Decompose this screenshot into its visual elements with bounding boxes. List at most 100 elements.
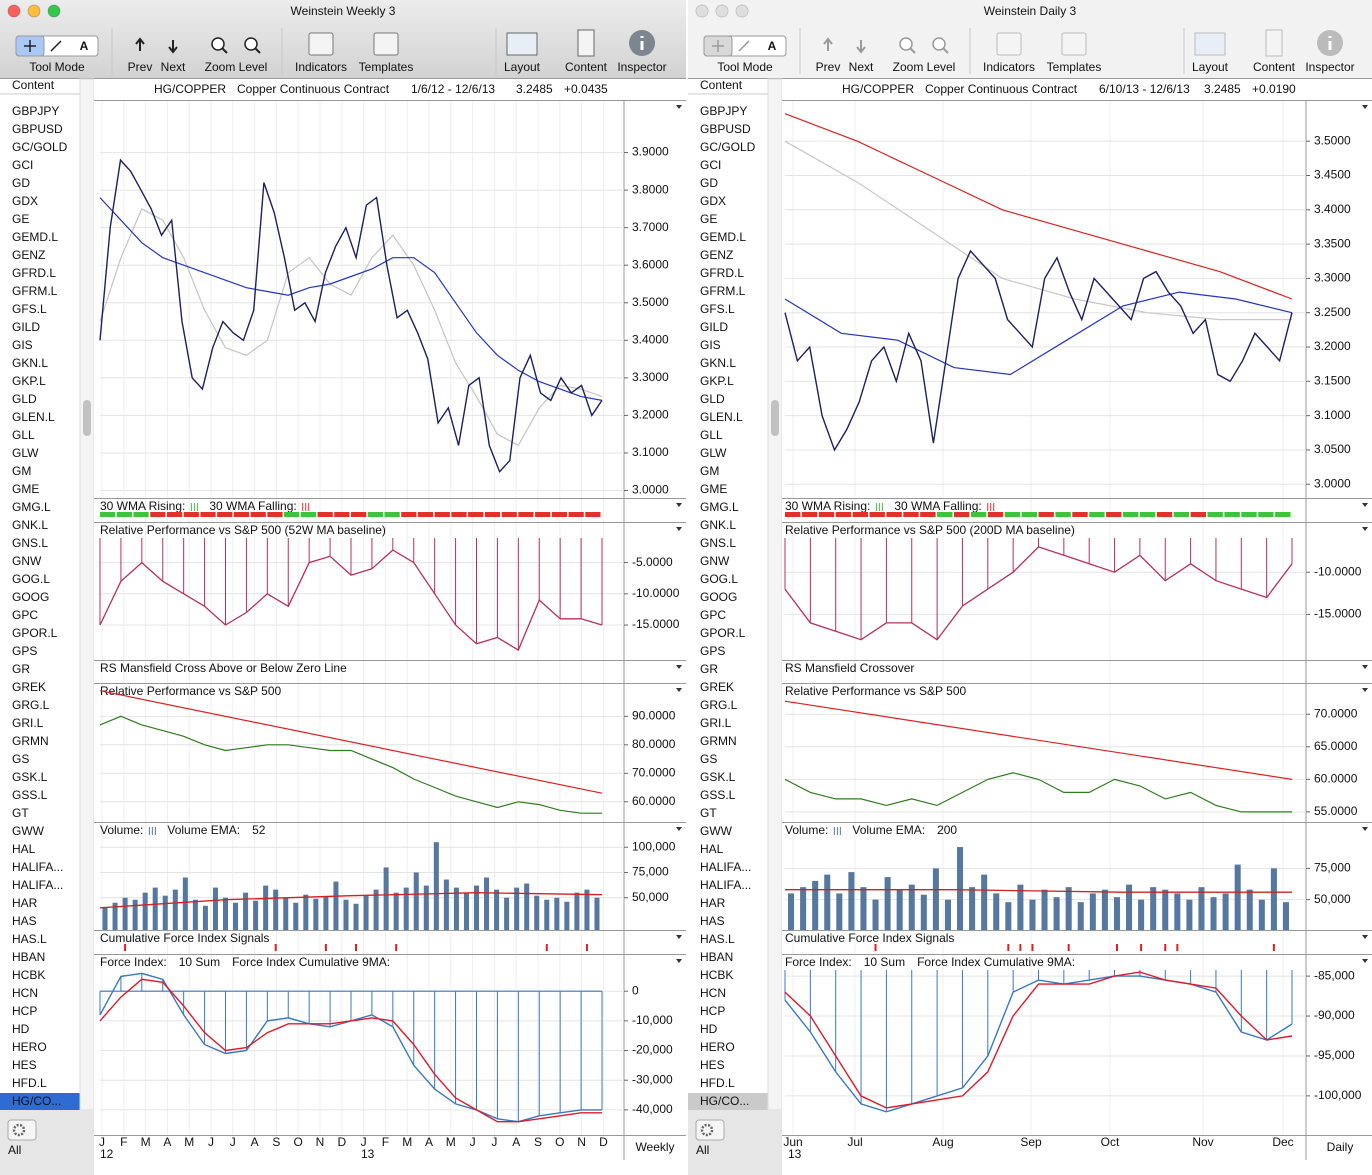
symbol-item[interactable]: GE <box>12 212 29 226</box>
symbol-item[interactable]: GNW <box>700 554 730 568</box>
symbol-item[interactable]: GILD <box>12 320 40 334</box>
symbol-item[interactable]: GSS.L <box>700 788 736 802</box>
window-button[interactable] <box>735 4 749 18</box>
symbol-item[interactable]: HALIFA... <box>12 878 63 892</box>
tool-letter[interactable]: A <box>80 39 89 53</box>
toolbar-label[interactable]: Content <box>565 60 608 74</box>
symbol-item[interactable]: GC/GOLD <box>700 140 756 154</box>
symbol-item[interactable]: GMG.L <box>12 500 51 514</box>
symbol-item[interactable]: GLL <box>700 428 723 442</box>
pane-menu[interactable] <box>676 827 682 831</box>
symbol-item[interactable]: GRG.L <box>700 698 738 712</box>
symbol-item[interactable]: GENZ <box>12 248 45 262</box>
symbol-item[interactable]: GNS.L <box>12 536 48 550</box>
scroll-thumb[interactable] <box>771 400 779 436</box>
toolbar-label[interactable]: Tool Mode <box>717 60 773 74</box>
symbol-item[interactable]: GKN.L <box>12 356 48 370</box>
symbol-item[interactable]: GRMN <box>700 734 737 748</box>
symbol-item[interactable]: GKP.L <box>700 374 734 388</box>
symbol-item[interactable]: GME <box>700 482 727 496</box>
pane-menu[interactable] <box>1362 827 1368 831</box>
symbol-item[interactable]: GLD <box>700 392 725 406</box>
pane-menu[interactable] <box>676 688 682 692</box>
toolbar-label[interactable]: Templates <box>1047 60 1102 74</box>
symbol-item[interactable]: GT <box>700 806 717 820</box>
symbol-item[interactable]: GLW <box>700 446 727 460</box>
symbol-item[interactable]: GME <box>12 482 39 496</box>
pane-menu[interactable] <box>676 527 682 531</box>
symbol-item[interactable]: GS <box>12 752 29 766</box>
symbol-item[interactable]: GFRD.L <box>12 266 56 280</box>
toolbar-label[interactable]: Tool Mode <box>29 60 85 74</box>
symbol-item[interactable]: HCN <box>12 986 38 1000</box>
symbol-item[interactable]: GC/GOLD <box>12 140 68 154</box>
window-button[interactable] <box>47 4 61 18</box>
symbol-item[interactable]: GOOG <box>700 590 737 604</box>
period-label[interactable]: Daily <box>1327 1140 1354 1154</box>
symbol-item[interactable]: HG/CO... <box>700 1094 749 1108</box>
symbol-item[interactable]: GDX <box>12 194 38 208</box>
toolbar-label[interactable]: Level <box>927 60 956 74</box>
pane-menu[interactable] <box>1362 959 1368 963</box>
pane-menu[interactable] <box>1362 503 1368 507</box>
symbol-item[interactable]: HFD.L <box>12 1076 47 1090</box>
symbol-item[interactable]: HALIFA... <box>12 860 63 874</box>
symbol-item[interactable]: HBAN <box>700 950 733 964</box>
symbol-item[interactable]: GKP.L <box>12 374 46 388</box>
symbol-item[interactable]: GOG.L <box>700 572 738 586</box>
symbol-item[interactable]: GFRD.L <box>700 266 744 280</box>
window-button[interactable] <box>7 4 21 18</box>
pane-menu[interactable] <box>1362 688 1368 692</box>
symbol-item[interactable]: HBAN <box>12 950 45 964</box>
gear-button[interactable] <box>7 1119 37 1141</box>
symbol-item[interactable]: HERO <box>700 1040 735 1054</box>
symbol-item[interactable]: GM <box>12 464 31 478</box>
window-button[interactable] <box>695 4 709 18</box>
toolbar-label[interactable]: Level <box>239 60 268 74</box>
symbol-item[interactable]: GS <box>700 752 717 766</box>
toolbar-label[interactable]: Zoom <box>205 60 236 74</box>
symbol-item[interactable]: GENZ <box>700 248 733 262</box>
symbol-item[interactable]: GR <box>12 662 30 676</box>
symbol-item[interactable]: GKN.L <box>700 356 736 370</box>
symbol-item[interactable]: GWW <box>12 824 45 838</box>
toolbar-label[interactable]: Content <box>1253 60 1296 74</box>
toolbar-label[interactable]: Next <box>161 60 186 74</box>
pane-menu[interactable] <box>676 665 682 669</box>
symbol-item[interactable]: GBPJPY <box>12 104 59 118</box>
symbol-item[interactable]: GLL <box>12 428 35 442</box>
symbol-item[interactable]: GREK <box>700 680 734 694</box>
symbol-item[interactable]: GLW <box>12 446 39 460</box>
symbol-item[interactable]: GOG.L <box>12 572 50 586</box>
symbol-item[interactable]: GPOR.L <box>12 626 58 640</box>
toolbar-label[interactable]: Prev <box>816 60 841 74</box>
scroll-thumb[interactable] <box>83 400 91 436</box>
toolbar-label[interactable]: Zoom <box>893 60 924 74</box>
pane-menu[interactable] <box>1362 665 1368 669</box>
symbol-item[interactable]: GSK.L <box>700 770 736 784</box>
symbol-item[interactable]: GLEN.L <box>700 410 743 424</box>
toolbar-label[interactable]: Inspector <box>617 60 666 74</box>
toolbar-label[interactable]: Layout <box>504 60 541 74</box>
pane-menu[interactable] <box>676 935 682 939</box>
symbol-item[interactable]: GNK.L <box>700 518 736 532</box>
symbol-item[interactable]: GFRM.L <box>12 284 58 298</box>
pane-menu[interactable] <box>676 503 682 507</box>
symbol-item[interactable]: HALIFA... <box>700 860 751 874</box>
symbol-item[interactable]: GFS.L <box>12 302 47 316</box>
symbol-item[interactable]: GLD <box>12 392 37 406</box>
symbol-item[interactable]: HAS.L <box>700 932 735 946</box>
toolbar-label[interactable]: Indicators <box>983 60 1035 74</box>
symbol-item[interactable]: GNS.L <box>700 536 736 550</box>
symbol-item[interactable]: HES <box>12 1058 37 1072</box>
symbol-item[interactable]: HAL <box>12 842 36 856</box>
window-button[interactable] <box>715 4 729 18</box>
symbol-item[interactable]: GNK.L <box>12 518 48 532</box>
period-label[interactable]: Weekly <box>635 1140 674 1154</box>
symbol-item[interactable]: GNW <box>12 554 42 568</box>
symbol-item[interactable]: GM <box>700 464 719 478</box>
symbol-item[interactable]: HCP <box>12 1004 37 1018</box>
symbol-item[interactable]: HAS <box>12 914 37 928</box>
symbol-item[interactable]: GBPUSD <box>700 122 751 136</box>
symbol-item[interactable]: HAS <box>700 914 725 928</box>
